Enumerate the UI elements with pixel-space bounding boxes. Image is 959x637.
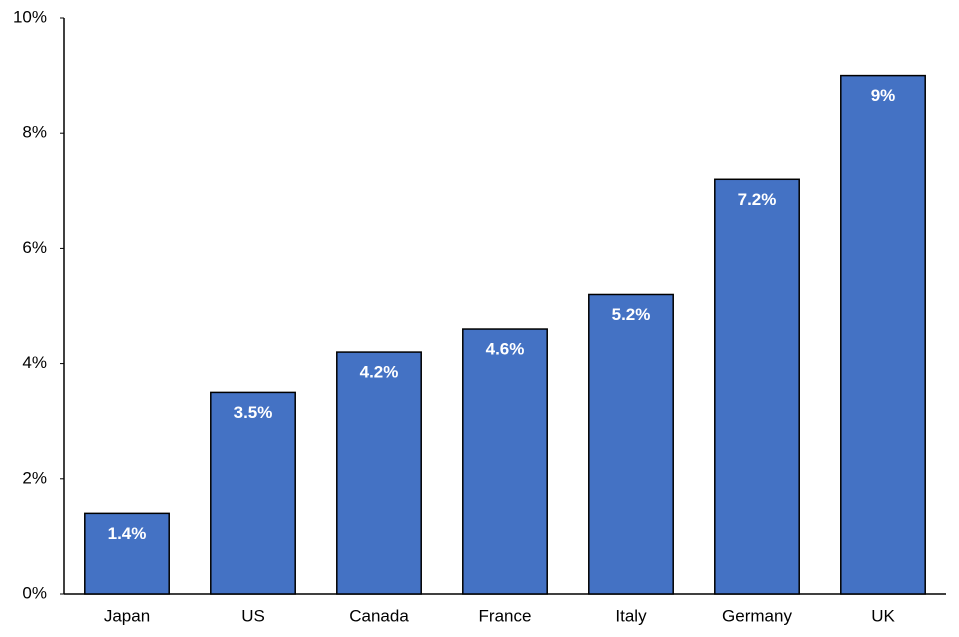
data-label: 9% xyxy=(871,86,896,105)
data-label: 4.6% xyxy=(486,340,525,359)
bar xyxy=(588,293,674,595)
y-tick-label: 10% xyxy=(13,7,47,26)
data-label: 1.4% xyxy=(108,524,147,543)
x-tick-label: Japan xyxy=(104,606,150,625)
bar xyxy=(84,512,170,595)
x-tick-label: Germany xyxy=(722,606,792,625)
bar xyxy=(462,328,548,595)
y-tick-label: 2% xyxy=(22,468,47,487)
x-tick-label: Canada xyxy=(349,606,409,625)
bar xyxy=(714,178,800,595)
x-tick-label: US xyxy=(241,606,265,625)
y-tick-label: 4% xyxy=(22,353,47,372)
bar xyxy=(840,74,926,595)
data-label: 7.2% xyxy=(738,190,777,209)
y-tick-label: 6% xyxy=(22,238,47,257)
data-label: 4.2% xyxy=(360,363,399,382)
bar xyxy=(210,391,296,595)
data-label: 3.5% xyxy=(234,403,273,422)
x-tick-label: UK xyxy=(871,606,895,625)
x-tick-label: France xyxy=(479,606,532,625)
y-tick-label: 8% xyxy=(22,123,47,142)
x-tick-label: Italy xyxy=(615,606,647,625)
y-tick-label: 0% xyxy=(22,583,47,602)
bar xyxy=(336,351,422,595)
data-label: 5.2% xyxy=(612,305,651,324)
